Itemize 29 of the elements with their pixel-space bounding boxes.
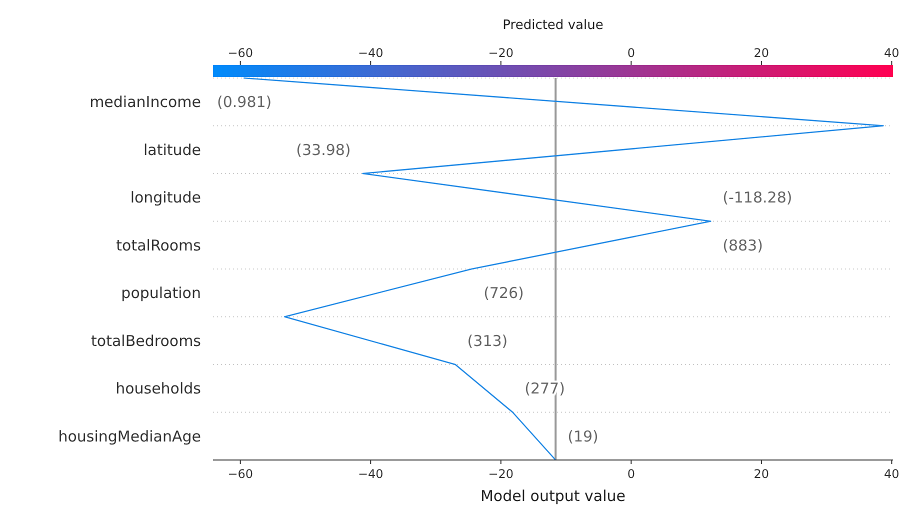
annotation: (0.981) bbox=[217, 93, 272, 112]
x-tick-label: 40 bbox=[884, 467, 900, 481]
color-bar-label: 40 bbox=[884, 46, 900, 60]
y-tick-label: totalBedrooms bbox=[91, 332, 202, 350]
x-tick-label: 0 bbox=[627, 467, 635, 481]
color-bar-label: 20 bbox=[754, 46, 770, 60]
annotation: (726) bbox=[484, 284, 524, 302]
annotation: (-118.28) bbox=[722, 188, 792, 207]
annotation: (883) bbox=[722, 236, 763, 254]
y-tick-label: medianIncome bbox=[90, 93, 201, 112]
y-tick-label: longitude bbox=[130, 188, 201, 207]
annotation: (19) bbox=[568, 427, 598, 446]
y-tick-label: population bbox=[121, 284, 201, 302]
color-bar-title: Predicted value bbox=[502, 18, 604, 33]
y-tick-label: households bbox=[116, 380, 202, 398]
color-bar-label: −60 bbox=[228, 46, 254, 60]
x-tick-label: −60 bbox=[228, 467, 254, 481]
color-bar-label: −20 bbox=[488, 46, 514, 60]
y-tick-label: housingMedianAge bbox=[58, 427, 201, 446]
x-tick-label: −20 bbox=[488, 467, 514, 481]
x-axis-title: Model output value bbox=[480, 487, 626, 505]
annotation: (33.98) bbox=[296, 140, 351, 159]
x-tick-label: 20 bbox=[754, 467, 770, 481]
color-bar-label: 0 bbox=[627, 46, 635, 60]
color-bar-label: −40 bbox=[358, 46, 384, 60]
annotation: (313) bbox=[467, 332, 508, 350]
x-tick-label: −40 bbox=[358, 467, 384, 481]
y-tick-label: totalRooms bbox=[116, 236, 202, 254]
y-tick-label: latitude bbox=[143, 140, 201, 159]
